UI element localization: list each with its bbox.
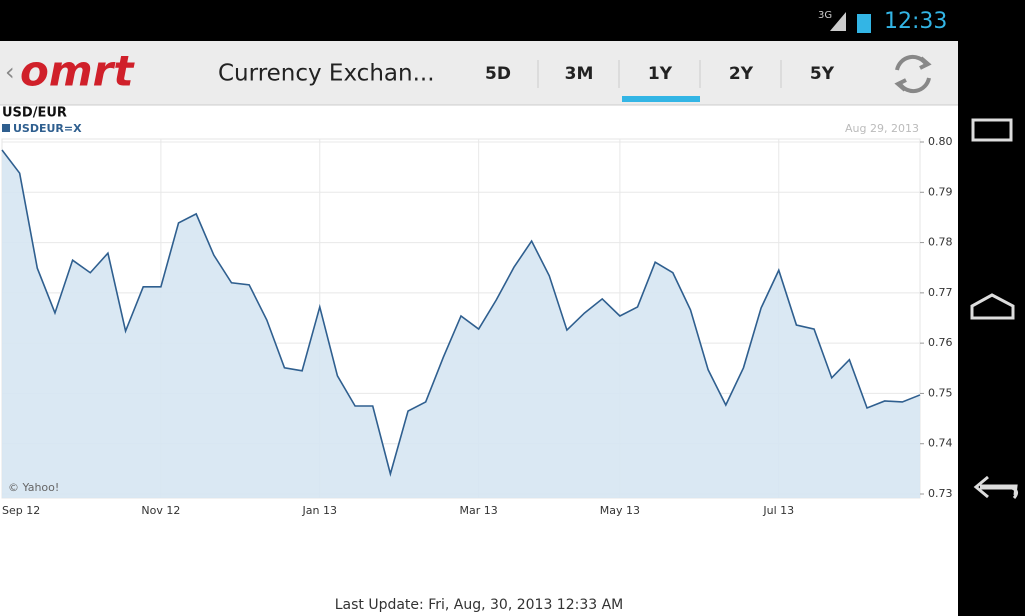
- y-tick-label: 0.73: [928, 487, 953, 500]
- tab[interactable]: 2Y: [729, 64, 754, 84]
- tab[interactable]: 5Y: [810, 64, 835, 84]
- up-caret[interactable]: ‹: [5, 58, 15, 86]
- refresh-button[interactable]: [894, 54, 932, 94]
- tab[interactable]: 5D: [485, 64, 511, 84]
- tab[interactable]: 3M: [565, 64, 594, 84]
- x-tick-label: Nov 12: [141, 504, 180, 517]
- last-update: Last Update: Fri, Aug, 30, 2013 12:33 AM: [335, 597, 624, 613]
- nav-bar: [958, 41, 1025, 616]
- signal-icon: [830, 12, 846, 31]
- x-tick-label: Jan 13: [302, 504, 337, 517]
- battery-icon: [857, 14, 871, 33]
- chart-title: USD/EUR: [2, 106, 67, 121]
- clock: 12:33: [884, 9, 947, 34]
- app-bar: [0, 41, 958, 105]
- x-tick-label: Jul 13: [762, 504, 794, 517]
- home-button[interactable]: [970, 293, 1015, 320]
- line: [1, 149, 921, 477]
- y-tick-label: 0.75: [928, 386, 953, 399]
- tab[interactable]: 1Y: [648, 64, 673, 84]
- credit: © Yahoo!: [8, 481, 59, 494]
- x-tick-label: Sep 12: [2, 504, 40, 517]
- recents-button[interactable]: [971, 118, 1013, 142]
- y-tick-label: 0.76: [928, 336, 953, 349]
- app-title: Currency Exchan...: [218, 61, 435, 87]
- y-tick-label: 0.79: [928, 185, 953, 198]
- chart-date: Aug 29, 2013: [845, 122, 919, 135]
- area: [2, 150, 920, 498]
- y-tick-label: 0.80: [928, 135, 953, 148]
- network: 3G: [818, 10, 832, 21]
- y-tick-label: 0.74: [928, 437, 953, 450]
- status-bar: [0, 0, 1025, 41]
- tab-indicator: [622, 96, 700, 102]
- x-tick-label: Mar 13: [460, 504, 498, 517]
- back-button[interactable]: [973, 475, 1019, 499]
- legend-label: USDEUR=X: [13, 122, 82, 135]
- legend-swatch: [2, 124, 10, 132]
- x-tick-label: May 13: [600, 504, 640, 517]
- y-tick-label: 0.77: [928, 286, 953, 299]
- logo[interactable]: omrt: [20, 47, 135, 96]
- y-tick-label: 0.78: [928, 236, 953, 249]
